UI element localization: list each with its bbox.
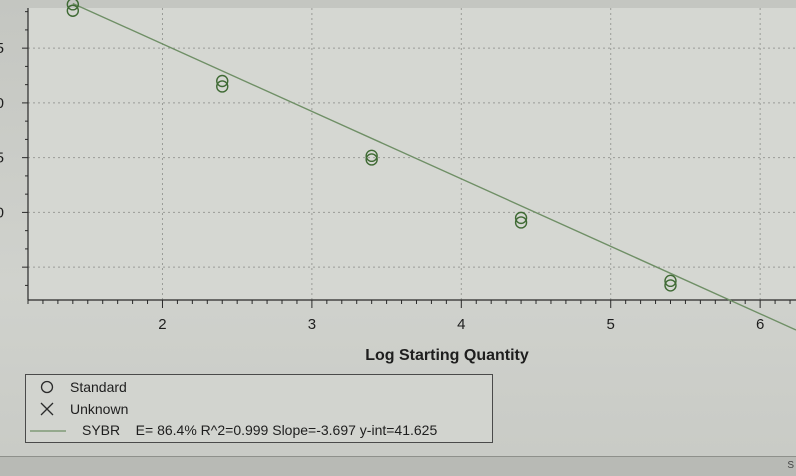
x-tick-label: 5 [607, 316, 615, 333]
standard-point [216, 74, 229, 88]
standard-point [365, 153, 378, 166]
standard-point [365, 149, 378, 163]
legend-item-unknown: Unknown [26, 399, 128, 419]
circle-icon [26, 377, 70, 397]
x-tick-label: 3 [308, 316, 316, 333]
standard-curve-chart: 2 3 4 5 6 0 5 0 5 Log Starting Quantity [0, 0, 796, 364]
plot-area [28, 8, 796, 300]
standard-point [216, 80, 229, 93]
x-tick-label: 2 [158, 316, 166, 333]
y-tick-label: 5 [0, 150, 4, 167]
legend: Standard Unknown SYBR E= 86.4% R^2=0.999… [25, 374, 493, 443]
legend-item-standard: Standard [26, 377, 127, 397]
status-corner-text: S [787, 460, 794, 471]
legend-label-standard: Standard [70, 379, 127, 395]
line-icon [26, 420, 82, 440]
fit-line-layer [72, 2, 796, 331]
standard-point [664, 279, 677, 292]
x-tick-label: 6 [756, 316, 764, 333]
fit-line-sybr [72, 2, 796, 331]
grid-lines [28, 8, 796, 300]
y-tick-label: 0 [0, 95, 4, 112]
standard-point [664, 274, 677, 288]
status-bar: S [0, 456, 796, 476]
axes [22, 8, 796, 308]
data-points [66, 0, 677, 292]
tick-labels: 2 3 4 5 6 0 5 0 5 [0, 40, 764, 333]
x-axis-title: Log Starting Quantity [365, 347, 529, 364]
y-tick-label: 5 [0, 40, 4, 57]
legend-label-unknown: Unknown [70, 401, 129, 417]
standard-point [66, 0, 80, 11]
cross-icon [26, 399, 70, 419]
standard-point [514, 216, 528, 229]
legend-item-sybr: SYBR E= 86.4% R^2=0.999 Slope=-3.697 y-i… [26, 420, 437, 440]
x-tick-label: 4 [457, 316, 465, 333]
standard-point [514, 211, 528, 225]
y-tick-label: 0 [0, 204, 4, 221]
standard-point [66, 4, 80, 17]
legend-label-sybr: SYBR E= 86.4% R^2=0.999 Slope=-3.697 y-i… [82, 422, 438, 438]
